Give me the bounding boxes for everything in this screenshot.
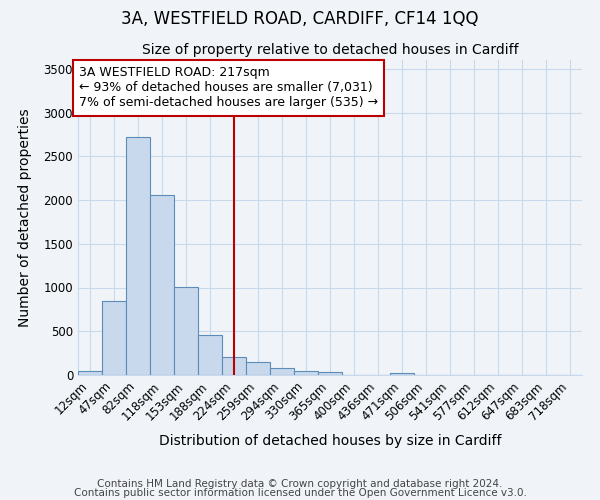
Bar: [318, 372, 342, 375]
Bar: [270, 368, 294, 375]
Text: Contains public sector information licensed under the Open Government Licence v3: Contains public sector information licen…: [74, 488, 526, 498]
Bar: [390, 373, 414, 375]
Bar: [198, 335, 222, 375]
Bar: [150, 194, 174, 375]
Text: Contains HM Land Registry data © Crown copyright and database right 2024.: Contains HM Land Registry data © Crown c…: [97, 479, 503, 489]
Y-axis label: Number of detached properties: Number of detached properties: [19, 108, 32, 327]
Text: 3A, WESTFIELD ROAD, CARDIFF, CF14 1QQ: 3A, WESTFIELD ROAD, CARDIFF, CF14 1QQ: [121, 10, 479, 28]
Bar: [294, 370, 318, 375]
Title: Size of property relative to detached houses in Cardiff: Size of property relative to detached ho…: [142, 44, 518, 58]
Bar: [78, 370, 102, 375]
Text: 3A WESTFIELD ROAD: 217sqm
← 93% of detached houses are smaller (7,031)
7% of sem: 3A WESTFIELD ROAD: 217sqm ← 93% of detac…: [79, 66, 378, 110]
X-axis label: Distribution of detached houses by size in Cardiff: Distribution of detached houses by size …: [159, 434, 501, 448]
Bar: [102, 300, 126, 375]
Bar: [174, 286, 198, 375]
Bar: [126, 137, 150, 375]
Bar: [222, 356, 246, 375]
Bar: [246, 362, 270, 375]
